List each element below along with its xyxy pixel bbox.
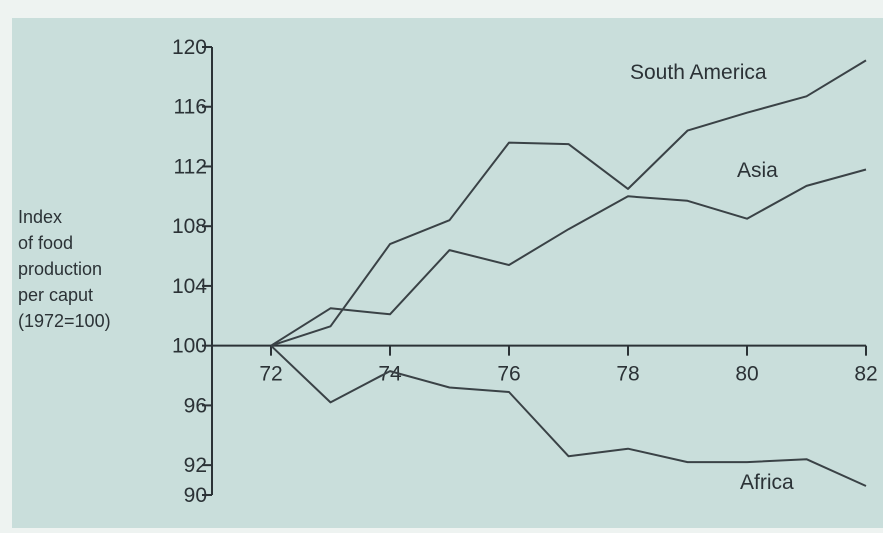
y-axis-label: Index of food production per caput (1972=100…	[18, 207, 111, 331]
y-tick-label: 120	[172, 36, 207, 59]
y-tick-label: 104	[172, 275, 207, 298]
series-line-asia	[270, 168, 867, 347]
y-axis: 90 92 96 100 104 108 112 116 120	[172, 36, 213, 507]
y-tick-label: 112	[174, 155, 207, 178]
y-axis-label-line: Index	[18, 207, 62, 227]
chart-panel	[12, 18, 883, 528]
series-label-asia: Asia	[737, 159, 778, 182]
y-tick-label: 116	[174, 96, 207, 119]
x-tick-label: 76	[497, 363, 520, 386]
y-tick-label: 100	[172, 335, 207, 358]
y-axis-label-line: of food	[18, 233, 73, 253]
x-tick-label: 78	[616, 363, 639, 386]
x-tick-label: 80	[735, 363, 758, 386]
series-label-africa: Africa	[740, 471, 794, 494]
x-axis: 72 74 76 78 80 82	[212, 344, 878, 386]
y-axis-label-line: per caput	[18, 285, 93, 305]
series-line-africa	[270, 344, 867, 487]
series-labels: South America Asia Africa	[630, 61, 794, 494]
series-label-south-america: South America	[630, 61, 767, 84]
y-tick-label: 90	[184, 484, 207, 507]
y-tick-label: 92	[184, 454, 207, 477]
x-tick-label: 74	[378, 363, 402, 386]
y-tick-label: 108	[172, 215, 207, 238]
x-tick-label: 72	[259, 363, 282, 386]
series-line-south-america	[270, 59, 867, 347]
series-lines	[270, 59, 867, 487]
x-tick-label: 82	[854, 363, 877, 386]
y-tick-label: 96	[184, 394, 207, 417]
y-axis-label-line: production	[18, 259, 102, 279]
y-axis-label-line: (1972=100)	[18, 311, 111, 331]
